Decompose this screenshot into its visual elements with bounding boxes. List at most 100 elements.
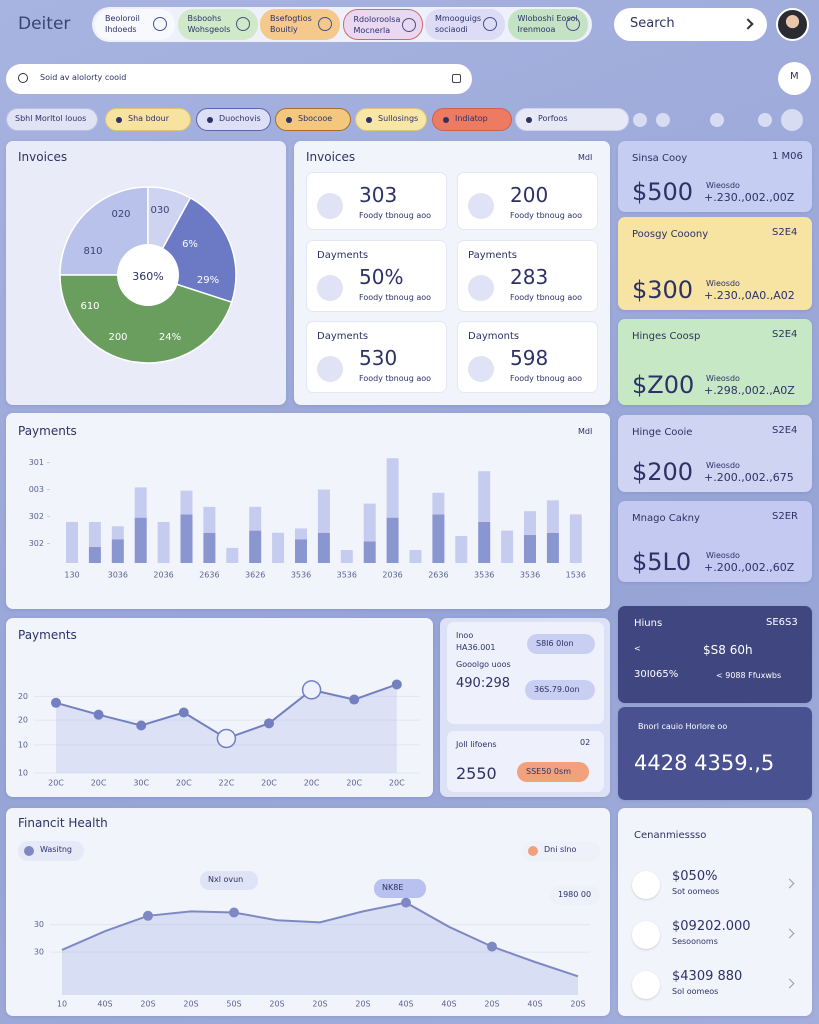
stat-tile[interactable]: 303 Foody tbnoug aoo [306,172,447,230]
tile-sub: Foody tbnoug aoo [510,374,583,383]
tile-sub: Foody tbnoug aoo [510,293,583,302]
summary-corner: S2E4 [772,425,798,436]
mini-card[interactable]: Joll lifoens 02 2550 SSE50 0sm [447,731,604,792]
filter-chip[interactable]: Sha bdour [105,108,191,131]
legend-label: Wasitng [40,845,72,854]
payments-line-card: Payments [6,618,433,797]
filter-chip[interactable]: Indiatop [432,108,512,131]
tab-sub: Ihdoeds [105,25,137,34]
stat-tile[interactable]: Daymonts 598 Foody tbnoug aoo [457,321,598,393]
icon [528,846,538,856]
dark-title: Bnorl cauio Horlore oo [638,722,728,731]
icon [286,117,292,123]
card-title: Invoices [18,150,68,164]
commission-row[interactable]: $09202.000 Sesoonoms [626,915,804,955]
filter-chip[interactable]: Sbocooe [275,108,351,131]
dark-row-label: 30I065% [634,669,679,680]
tab-title: Mmooguigs [435,14,482,23]
pill: S8I6 0Ion [527,634,595,654]
tab[interactable]: Bsefogtios Bouitiy [260,9,340,40]
icon [710,113,724,127]
icon [24,846,34,856]
tile-label: Payments [468,250,517,261]
tab-sub: Bouitiy [270,25,298,34]
tab[interactable]: Rdoloroolsa Mocnerla [342,9,423,40]
mini-card[interactable]: Inoo HA36.001 Gooolgo uoos 490:298 S8I6 0Ion… [447,622,604,724]
summary-card[interactable]: Sinsa Cooy 1 M06 $500 Wieosdo +.230.,002.,00… [618,141,812,212]
summary-title: Mnago Cakny [632,513,700,524]
filter-label: Indiatop [455,114,488,123]
commission-value: $09202.000 [672,919,751,934]
icon [633,113,647,127]
pill-label: S8I6 0Ion [536,639,574,648]
summary-card[interactable]: Hinges Coosp S2E4 $Z00 Wieosdo +.298.,002.,A… [618,319,812,405]
dark-card[interactable]: Hiuns SE6S3 < $S8 60h 30I065% < 9088 Ffuxwbs [618,606,812,703]
commission-row[interactable]: $050% Sot oomeos [626,865,804,905]
icon [468,356,494,382]
dark-row-label: < [634,644,641,653]
filter-chip[interactable]: Sullosings [355,108,427,131]
icon [632,871,660,899]
icon [18,73,28,83]
filter-label: Sullosings [378,114,419,123]
dark-card[interactable]: Bnorl cauio Horlore oo 4428 4359.,5 [618,707,812,800]
search-bar[interactable]: Soid av alolorty cooid [6,64,472,94]
summary-card[interactable]: Mnago Cakny S2ER $5L0 Wieosdo +.200.,002.,60… [618,501,812,582]
icon [317,193,343,219]
stat-tile[interactable]: Dayments 50% Foody tbnoug aoo [306,240,447,312]
tile-value: 303 [359,183,398,207]
commission-row[interactable]: $4309 880 Sol oomeos [626,965,804,1005]
tooltip: Nxl ovun [200,871,258,890]
summary-card[interactable]: Poosgy Cooony S2E4 $300 Wieosdo +.230.,0A0.,… [618,217,812,310]
tab[interactable]: Beoloroil Ihdoeds [95,9,175,40]
mini-value: 2550 [456,764,497,783]
summary-corner: 1 M06 [772,151,803,162]
summary-value: $Z00 [632,371,695,399]
stat-tile[interactable]: Payments 283 Foody tbnoug aoo [457,240,598,312]
tab-title: Wloboshi Eosol [517,14,578,23]
summary-value: $300 [632,276,694,304]
menu-button[interactable]: M [778,62,811,95]
tile-label: Dayments [317,331,369,342]
pill: 36S.79.0on [525,680,595,700]
summary-card[interactable]: Hinge Cooie S2E4 $200 Wieosdo +.200.,002.,67… [618,415,812,492]
search-button[interactable]: Search [614,8,767,41]
summary-label: Wieosdo [706,374,740,383]
dark-row-value: < 9088 Ffuxwbs [716,671,782,680]
stat-tile[interactable]: Dayments 530 Foody tbnoug aoo [306,321,447,393]
tooltip: NK8E [374,879,426,898]
summary-sub: +.230.,0A0.,A02 [704,289,795,302]
search-placeholder: Soid av alolorty cooid [40,73,127,82]
tab[interactable]: Wloboshi Eosol Irenmooa [507,9,588,40]
mini-title: Inoo [456,631,474,640]
stat-tile[interactable]: 200 Foody tbnoug aoo [457,172,598,230]
icon [483,17,497,31]
tile-sub: Foody tbnoug aoo [359,293,432,302]
icon [468,193,494,219]
chevron [784,978,795,989]
avatar[interactable] [776,8,809,41]
filter-chip[interactable]: Porfoos [515,108,629,131]
tab[interactable]: Bsboohs Wohsgeols [177,9,258,40]
icon [452,74,461,83]
summary-title: Hinge Cooie [632,427,693,438]
tab-title: Beoloroil [105,14,140,23]
filter-label: Duochovis [219,114,261,123]
filter-label: Sha bdour [128,114,170,123]
filter-label: Porfoos [538,114,568,123]
filter-chip[interactable]: Sbhl Morltol louos [6,108,98,131]
commission-sub: Sol oomeos [672,987,719,996]
dark-corner: SE6S3 [766,617,798,628]
tile-label: Daymonts [468,331,520,342]
icon [116,117,122,123]
summary-sub: +.200.,002.,675 [704,471,794,484]
legend-chip: Dni slno [522,841,600,861]
legend-label: Dni slno [544,845,577,854]
tab[interactable]: Mmooguigs sociaodi [425,9,505,40]
filter-chip[interactable]: Duochovis [196,108,271,131]
menu-label: M [790,71,799,82]
tab-title: Rdoloroolsa [353,15,401,24]
summary-sub: +.298.,002.,A0Z [704,384,795,397]
icon [632,921,660,949]
tab-bar: Beoloroil Ihdoeds Bsboohs Wohsgeols Bsefogti… [92,7,592,42]
